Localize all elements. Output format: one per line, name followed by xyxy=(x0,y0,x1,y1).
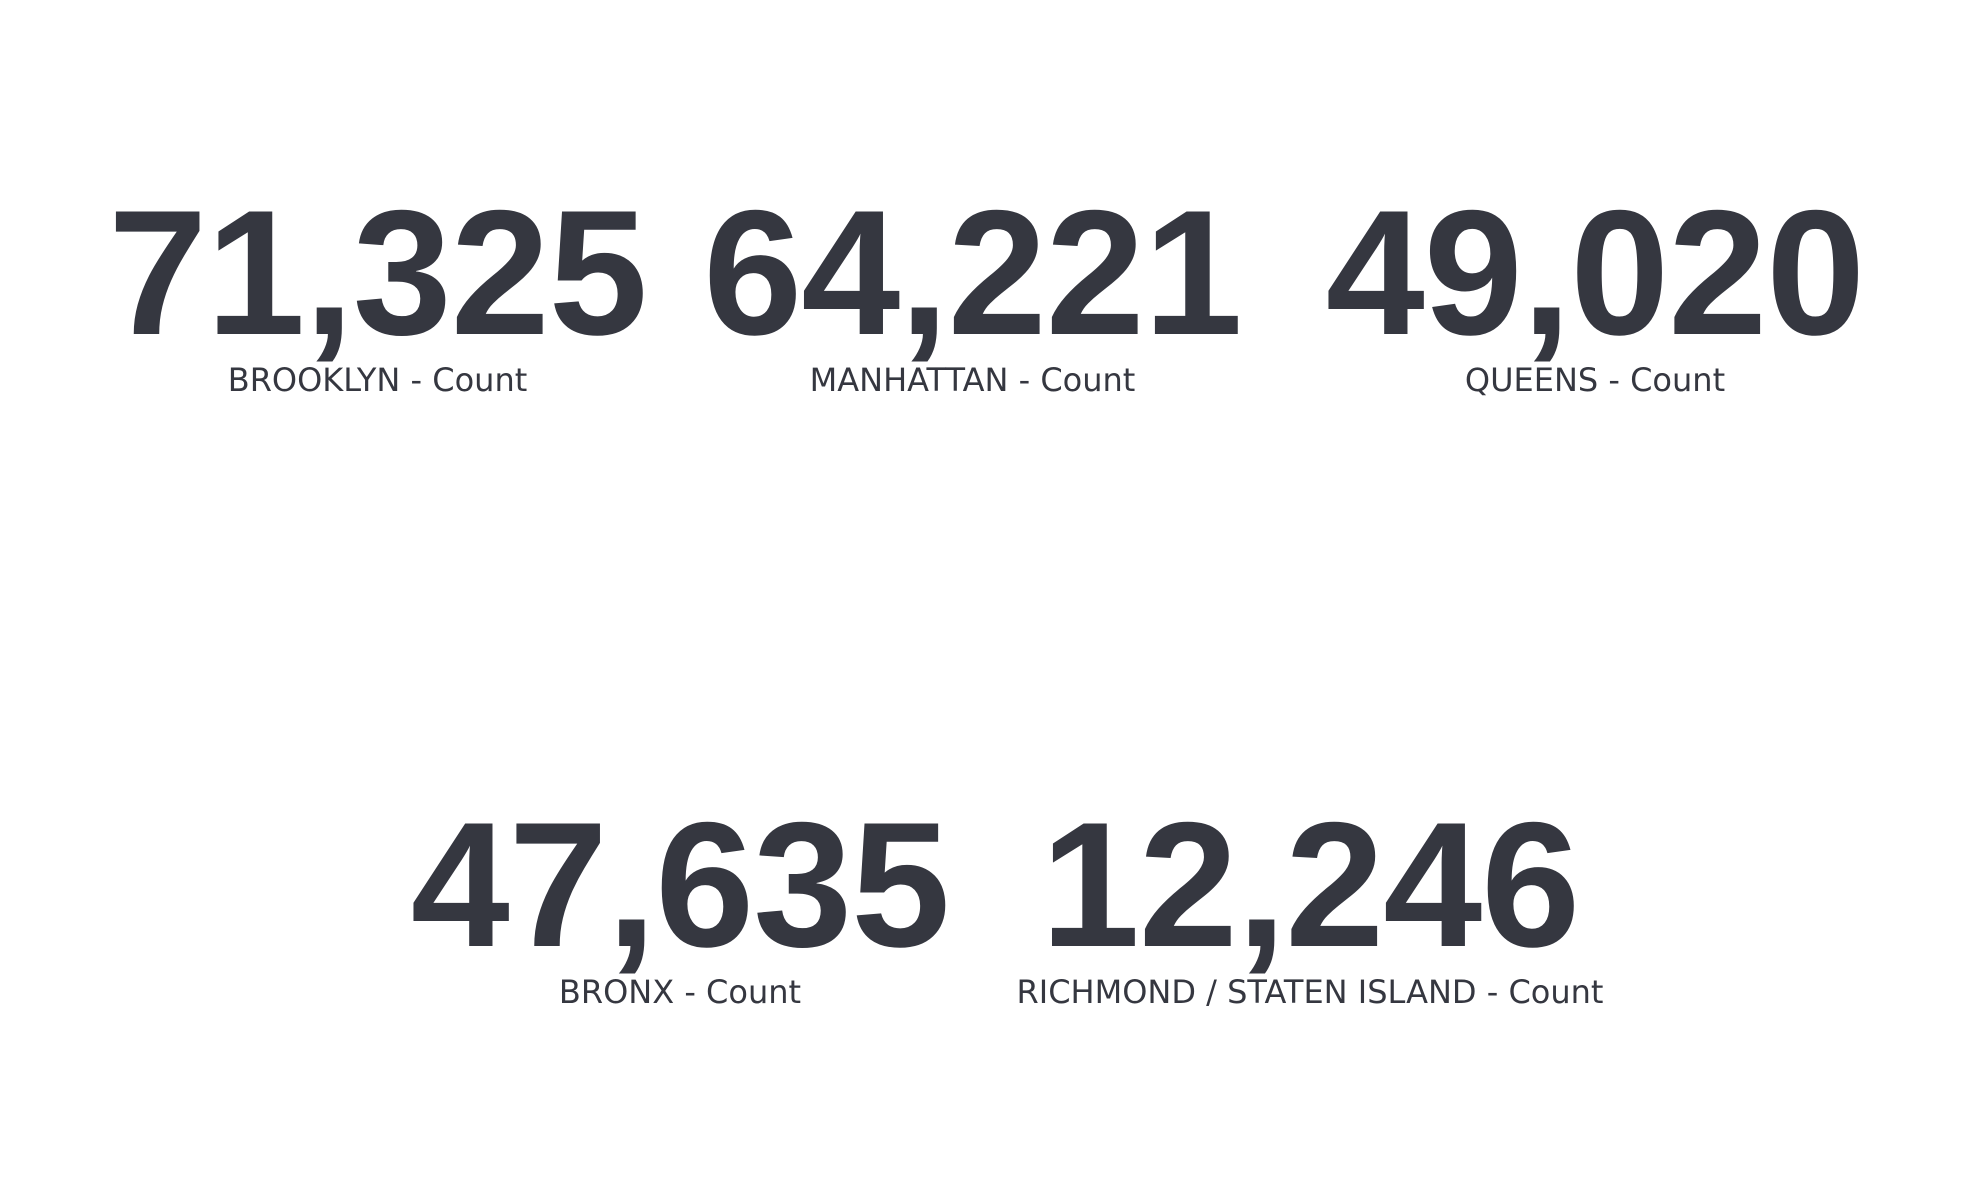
metric-card-queens: 49,020 QUEENS - Count xyxy=(1300,173,1890,400)
metric-label: BROOKLYN - Count xyxy=(227,361,528,399)
metric-value: 47,635 xyxy=(410,785,950,984)
metric-label: MANHATTAN - Count xyxy=(809,361,1136,399)
metric-card-richmond-staten-island: 12,246 RICHMOND / STATEN ISLAND - Count xyxy=(990,785,1630,1012)
metric-value: 12,246 xyxy=(1040,785,1580,984)
metric-value: 49,020 xyxy=(1325,173,1865,372)
metric-label: RICHMOND / STATEN ISLAND - Count xyxy=(1016,973,1604,1011)
metric-label: BRONX - Count xyxy=(558,973,802,1011)
metric-value: 64,221 xyxy=(703,173,1242,372)
metric-card-bronx: 47,635 BRONX - Count xyxy=(400,785,960,1012)
metric-card-manhattan: 64,221 MANHATTAN - Count xyxy=(690,173,1255,400)
metric-card-brooklyn: 71,325 BROOKLYN - Count xyxy=(95,173,660,400)
metric-value: 71,325 xyxy=(108,173,647,372)
metric-label: QUEENS - Count xyxy=(1464,361,1726,399)
